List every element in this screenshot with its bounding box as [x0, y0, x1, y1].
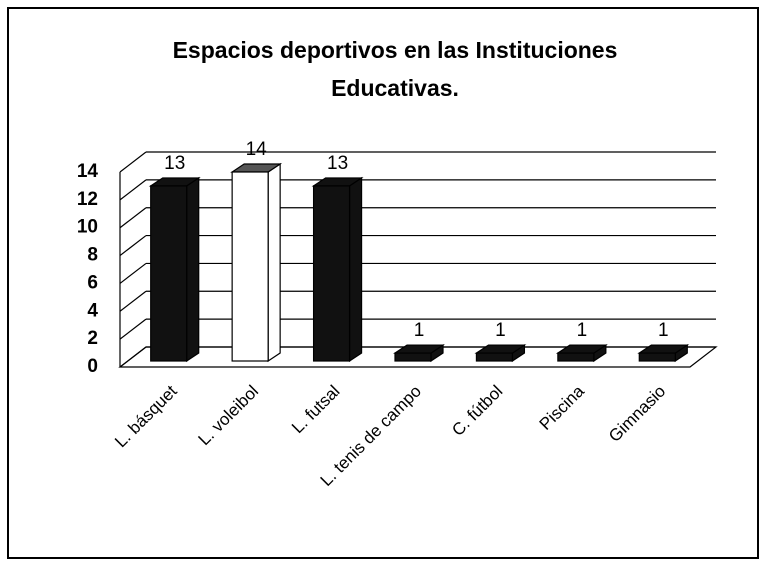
y-tick-label: 10	[77, 217, 98, 238]
bar	[150, 185, 188, 362]
bar-side	[267, 162, 281, 363]
bar	[312, 185, 351, 362]
grid-line	[119, 318, 147, 340]
bar	[394, 352, 432, 362]
value-label: 1	[658, 320, 669, 341]
grid-line	[119, 346, 147, 368]
chart-title: Educativas.	[331, 75, 459, 101]
value-label: 14	[246, 139, 268, 160]
grid-line	[119, 151, 147, 173]
value-label: 1	[577, 320, 588, 341]
value-label: 1	[495, 320, 506, 341]
bar	[557, 352, 595, 362]
bar	[231, 171, 269, 362]
value-label: 13	[164, 153, 185, 174]
bar	[475, 352, 514, 362]
y-tick-label: 0	[87, 356, 98, 377]
y-tick-label: 14	[77, 161, 99, 182]
grid-line	[119, 235, 147, 257]
bar	[638, 352, 676, 362]
grid-line	[119, 207, 147, 229]
y-tick-label: 4	[87, 300, 98, 321]
y-tick-label: 8	[87, 245, 98, 266]
bar-side	[348, 176, 363, 363]
value-label: 1	[414, 320, 425, 341]
grid-line	[119, 179, 147, 201]
chart-frame	[7, 7, 759, 559]
bar-side	[186, 176, 200, 363]
grid-line	[119, 262, 147, 284]
chart-title: Espacios deportivos en las Instituciones	[173, 37, 618, 63]
y-tick-label: 6	[87, 272, 98, 293]
y-tick-label: 2	[87, 328, 98, 349]
y-tick-label: 12	[77, 189, 98, 210]
grid-line	[119, 290, 147, 312]
value-label: 13	[327, 153, 348, 174]
